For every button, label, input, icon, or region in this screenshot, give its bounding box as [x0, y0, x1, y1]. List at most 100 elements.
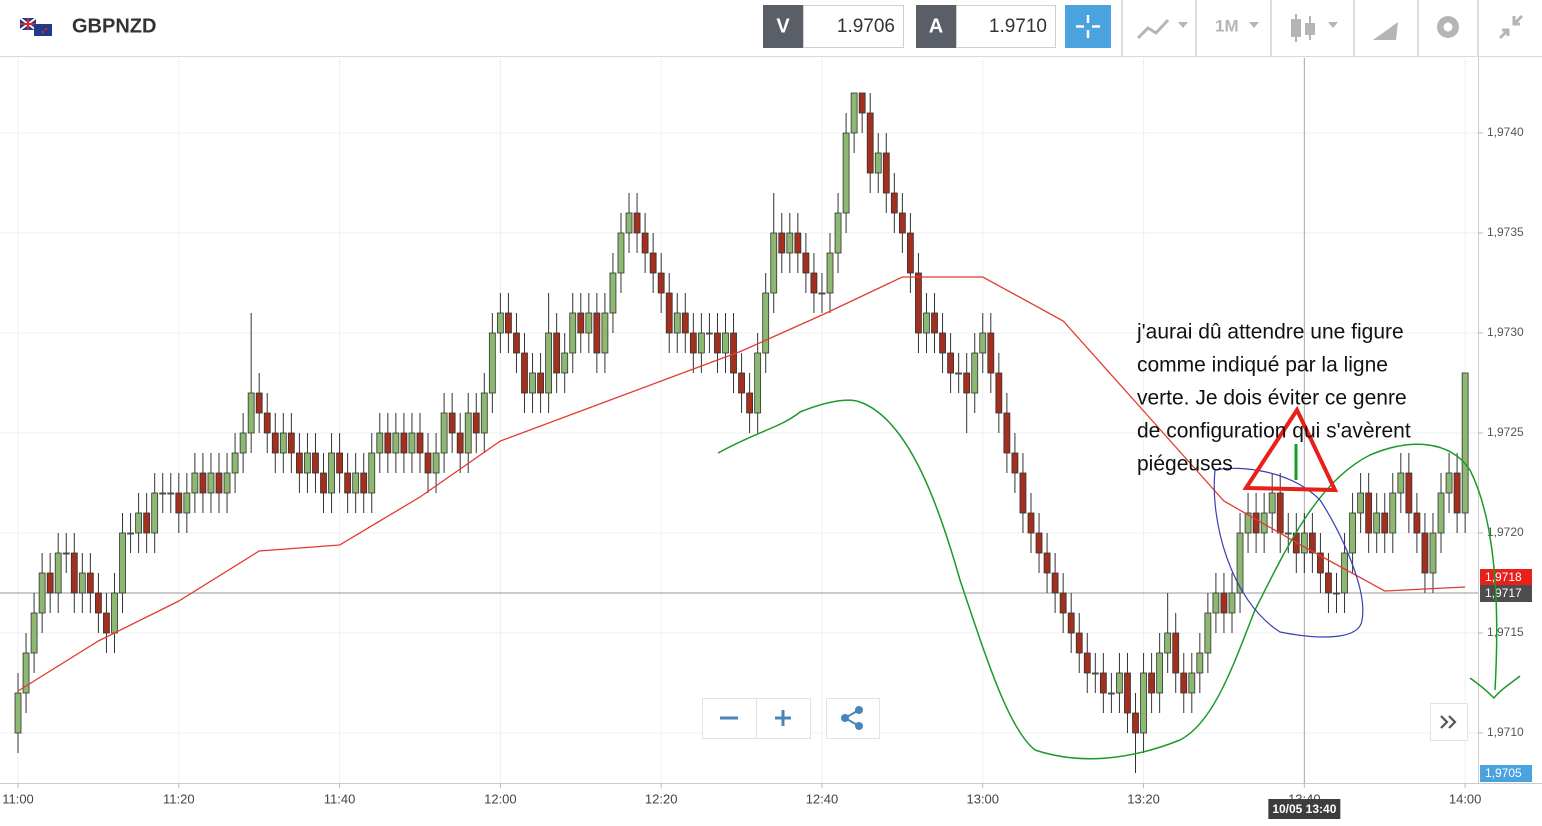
candle-body [1019, 472, 1027, 514]
settings-button[interactable] [1437, 16, 1459, 38]
x-tick-label: 13:00 [966, 791, 999, 806]
candle-body [529, 372, 536, 394]
zoom-in-button[interactable] [756, 698, 811, 739]
scroll-right-button[interactable] [1430, 703, 1468, 741]
y-tick-label: 1,9720 [1487, 525, 1524, 539]
candle-body [890, 192, 898, 214]
candle-body [1124, 672, 1131, 714]
candle-body [1003, 412, 1011, 454]
sell-price-box[interactable] [803, 5, 904, 48]
draw-button[interactable] [1373, 22, 1398, 40]
candle-body [376, 432, 384, 454]
candle-body [786, 232, 794, 254]
candle-body [1132, 712, 1139, 734]
candle-body [352, 472, 360, 494]
candle-body [1437, 492, 1445, 534]
timeframe[interactable]: 1M [1215, 16, 1239, 35]
candle-body [263, 412, 271, 434]
y-tick-label: 1,9735 [1487, 225, 1524, 239]
candle-body [649, 252, 657, 274]
candle-body [1212, 592, 1220, 614]
candle-body [657, 272, 665, 294]
candle-body [1461, 372, 1469, 514]
candle-body [1083, 652, 1091, 674]
candle-body [939, 332, 946, 354]
candle-body [464, 412, 472, 454]
buy-price-box[interactable] [956, 5, 1056, 48]
candle-body [505, 312, 512, 334]
candle-body [14, 692, 22, 734]
candle-body [151, 492, 159, 534]
candle-body [1051, 572, 1059, 594]
candle-body [175, 492, 183, 514]
candle-body [1107, 692, 1115, 695]
candle-body [320, 472, 327, 494]
candle-body [472, 412, 480, 434]
candle-body [1043, 552, 1051, 574]
candle-body [1381, 512, 1389, 534]
sell-button[interactable] [763, 5, 803, 48]
candle-body [633, 212, 641, 234]
candle-body [496, 312, 504, 334]
candle-body [1333, 592, 1340, 595]
candle-body [778, 232, 786, 254]
candle-body [923, 312, 930, 334]
candle-body [979, 332, 987, 354]
candle-body [577, 312, 585, 334]
candle-body [1445, 472, 1453, 494]
annotation-line: j'aurai dû attendre une figure [1136, 321, 1404, 344]
candle-body [1220, 592, 1228, 614]
candle-body [818, 292, 826, 295]
candle-body [866, 112, 874, 174]
candle-body [1453, 472, 1461, 514]
x-tick-label: 11:40 [324, 791, 356, 806]
candle-body [1148, 672, 1155, 694]
candle-body [810, 272, 818, 294]
candle-body [111, 592, 118, 634]
buy-label: A [929, 15, 943, 37]
toolbar-separators [1121, 0, 1479, 56]
indicators-button[interactable] [1291, 14, 1338, 42]
flag [19, 17, 52, 36]
candle-body [1116, 672, 1123, 694]
candle-body [609, 272, 617, 314]
candle-body [1276, 492, 1284, 534]
candle-body [86, 572, 94, 594]
share-button[interactable] [826, 698, 880, 739]
y-tick-label: 1,9730 [1487, 325, 1524, 339]
candle-body [1067, 612, 1075, 634]
candle-body [46, 572, 54, 594]
candle-body [1172, 632, 1180, 674]
buy-button[interactable] [916, 5, 956, 48]
candle-body [167, 492, 175, 495]
candle-body [673, 312, 681, 334]
candle-body [119, 532, 126, 594]
candle-body [802, 252, 810, 274]
candle-body [408, 432, 416, 454]
candle-body [561, 352, 569, 374]
hand-drawn-green-curve [717, 399, 1498, 760]
candle-body [271, 432, 279, 454]
candle-body [995, 372, 1003, 414]
candle-body [521, 352, 528, 394]
candle-body [1284, 532, 1292, 535]
candle-body [1035, 532, 1043, 554]
candle-body [842, 132, 850, 214]
candle-body [826, 252, 834, 294]
collapse-button[interactable] [1498, 14, 1524, 40]
zoom-out-button[interactable] [702, 698, 757, 739]
x-tick-label: 12:00 [484, 791, 517, 806]
candle-body [183, 492, 191, 514]
hand-drawn-blue-ellipse [1213, 467, 1364, 638]
candle-body [665, 292, 673, 334]
candle-body [416, 432, 424, 454]
y-tick-label: 1,9725 [1487, 425, 1524, 439]
crosshair-button[interactable] [1065, 5, 1111, 48]
candle-body [593, 312, 601, 354]
chart-type-button[interactable] [1136, 18, 1188, 40]
candle-body [553, 332, 561, 374]
candle-body [947, 352, 955, 374]
candle-body [1188, 672, 1196, 694]
candle-body [312, 452, 319, 474]
candle-body [714, 332, 721, 354]
